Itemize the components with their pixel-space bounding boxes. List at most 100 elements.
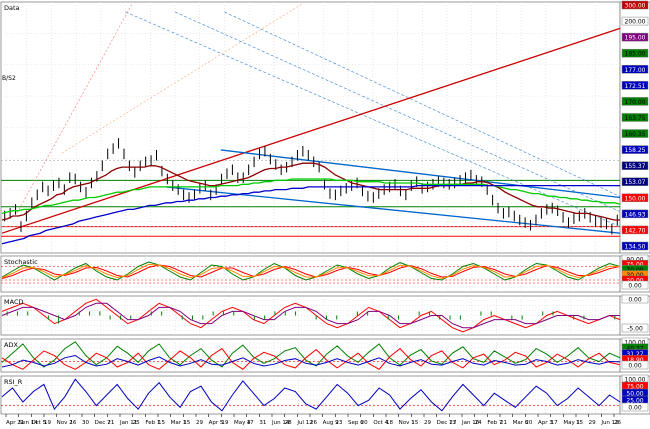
value-badge-0-4 <box>621 65 649 74</box>
value-badge-0-14 <box>621 225 649 235</box>
value-badge-label-0-4: 177.00 <box>625 67 646 74</box>
value-badge-1-5 <box>621 280 649 290</box>
value-badge-label-3-2: 31.27 <box>626 351 643 358</box>
indicator-line-3-2 <box>1 354 621 368</box>
x-tick-label-48: 26 <box>614 420 621 426</box>
x-tick-label-20: 31 <box>259 420 266 426</box>
x-tick-label-41: 20 <box>525 420 532 426</box>
value-badge-0-1 <box>621 16 649 26</box>
x-tick-label-35: 27 <box>449 420 456 426</box>
indicator-line-4-0 <box>1 378 621 412</box>
x-tick-label-29: Oct 4 <box>373 420 388 426</box>
value-badge-label-0-6: 170.00 <box>625 99 646 106</box>
x-tick-label-43: 17 <box>551 420 558 426</box>
label-bs2: B/S2 <box>2 75 16 82</box>
x-tick-label-23: Jul 12 <box>296 420 312 426</box>
x-tick-label-38: Feb 7 <box>487 420 502 426</box>
x-tick-label-31: Nov 1 <box>399 420 415 426</box>
value-badge-4-4 <box>621 402 649 412</box>
x-tick-label-0: Apr 21 <box>6 420 24 426</box>
indicator-line-3-1 <box>1 347 621 370</box>
x-tick-label-42: Apr 3 <box>538 420 553 426</box>
value-badge-label-0-7: 163.75 <box>625 115 646 122</box>
indicator-line-2-0 <box>1 298 621 333</box>
series-line-2 <box>1 178 621 215</box>
x-tick-label-19: 17 <box>247 420 254 426</box>
value-badge-label-0-11: 153.07 <box>625 179 646 186</box>
x-tick-label-25: Aug 9 <box>323 420 339 426</box>
x-tick-label-40: Mar 6 <box>513 420 529 426</box>
series-line-3 <box>1 184 620 245</box>
value-badge-label-4-3: 25.00 <box>626 398 643 405</box>
x-tick-label-8: 21 <box>107 420 114 426</box>
value-badge-label-4-4: 0.00 <box>628 405 642 412</box>
x-tick-label-16: Apr 5 <box>209 420 224 426</box>
x-tick-label-32: 15 <box>411 420 418 426</box>
value-badge-label-1-5: 0.00 <box>628 283 642 290</box>
value-badge-0-15 <box>621 241 649 251</box>
value-badge-0-12 <box>621 193 649 203</box>
x-tick-label-13: Mar 1 <box>171 420 187 426</box>
panel-name-Stochastic: Stochastic <box>4 258 38 266</box>
x-tick-label-45: 15 <box>576 420 583 426</box>
value-badge-0-5 <box>621 81 649 90</box>
fan-line-2 <box>61 3 303 154</box>
value-badge-label-0-0: 300.00 <box>625 3 646 10</box>
value-badge-label-0-2: 195.00 <box>625 35 646 42</box>
channel-line-2 <box>224 11 621 197</box>
x-tick-label-7: Dec 7 <box>95 420 111 426</box>
x-tick-label-21: Jun 14 <box>271 420 290 426</box>
x-tick-label-36: Jan 10 <box>461 420 480 426</box>
value-badge-0-8 <box>621 129 649 138</box>
channel-line-1 <box>174 11 621 212</box>
value-badge-0-0 <box>621 0 649 10</box>
x-tick-label-26: 23 <box>335 420 342 426</box>
value-badge-0-2 <box>621 32 649 42</box>
value-badge-label-0-13: 146.93 <box>625 211 646 218</box>
x-tick-label-1: Sen 14 <box>19 420 39 426</box>
x-tick-label-10: 25 <box>133 420 140 426</box>
indicator-line-3-0 <box>1 341 621 368</box>
value-badge-3-4 <box>621 360 649 370</box>
value-badge-0-11 <box>621 177 649 186</box>
x-tick-label-9: Jan 11 <box>119 420 137 426</box>
blue-trend-upper <box>220 149 621 199</box>
value-badge-label-4-2: 50.00 <box>626 391 643 398</box>
x-tick-label-28: 20 <box>361 420 368 426</box>
panel-name-MACD: MACD <box>4 298 23 306</box>
x-tick-label-46: 29 <box>589 420 596 426</box>
x-tick-label-11: Feb 1 <box>145 420 160 426</box>
x-tick-label-3: 19 <box>44 420 51 426</box>
value-badge-0-6 <box>621 97 649 106</box>
value-badge-label-0-9: 158.25 <box>625 147 646 154</box>
x-tick-label-15: 29 <box>196 420 203 426</box>
x-tick-label-33: 29 <box>424 420 431 426</box>
value-badge-label-3-3: 18.90 <box>626 357 643 364</box>
x-tick-label-6: 30 <box>82 420 89 426</box>
value-badge-label-3-4: 0.00 <box>628 363 642 370</box>
x-tick-label-30: 18 <box>386 420 393 426</box>
red-trend <box>1 27 621 234</box>
value-badges: 300.00 200.00 195.00 185.00 177.00 172.51 170.… <box>621 0 649 412</box>
panel-name-Data: Data <box>4 4 20 12</box>
x-tick-label-34: Dec 13 <box>437 420 457 426</box>
value-badge-label-3-1: 40.37 <box>626 345 643 352</box>
x-tick-label-24: 26 <box>310 420 317 426</box>
x-tick-label-17: 19 <box>221 420 228 426</box>
blue-trend-lower <box>166 186 621 234</box>
value-badge-label-2-0: 0.00 <box>628 297 642 304</box>
grid-lines <box>1 2 621 414</box>
value-badge-label-0-15: 134.50 <box>625 244 646 251</box>
x-tick-label-14: 15 <box>183 420 190 426</box>
value-badge-0-3 <box>621 48 649 58</box>
value-badge-label-0-5: 172.51 <box>625 83 646 90</box>
indicator-line-2-1 <box>1 302 620 329</box>
x-tick-label-22: 28 <box>285 420 292 426</box>
value-badge-2-1 <box>621 323 649 333</box>
x-tick-label-44: May 1 <box>563 420 580 426</box>
value-badge-2-0 <box>621 294 649 304</box>
value-badge-label-0-8: 160.35 <box>625 131 646 138</box>
x-tick-label-39: 21 <box>500 420 507 426</box>
axes: Data B/S2 Stochastic MACD ADX RSI_R Apr 21Sen … <box>2 4 621 426</box>
